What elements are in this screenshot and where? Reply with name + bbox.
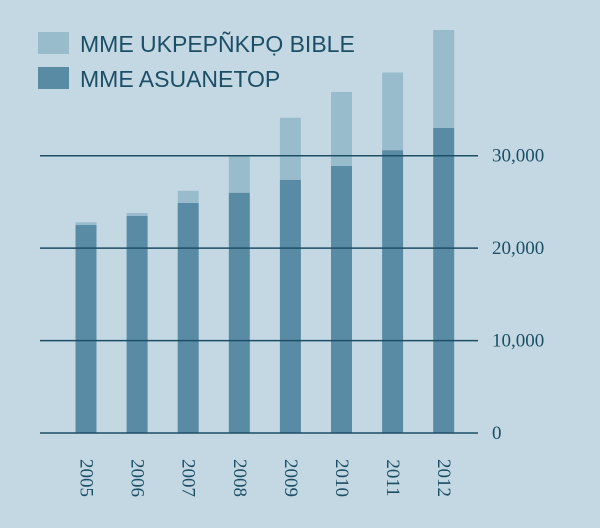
bar-2005-series-0 (75, 225, 97, 433)
bar-2012-series-0 (433, 127, 455, 433)
legend-swatch-1 (38, 67, 69, 89)
bar-2011-series-0 (382, 150, 404, 433)
x-tick-label-2006: 2006 (127, 459, 148, 497)
bar-2007-series-0 (177, 202, 199, 433)
x-tick-label-2008: 2008 (229, 459, 250, 497)
y-axis-tick-labels: 0 10,000 20,000 30,000 (492, 146, 544, 444)
legend: MME UKPEPÑKPỌ BIBLE MME ASUANETOP (38, 31, 355, 92)
bar-2009-series-0 (279, 179, 301, 433)
x-tick-label-2007: 2007 (178, 459, 199, 497)
bar-2007-series-1 (177, 190, 199, 203)
y-tick-label-0: 0 (492, 423, 502, 444)
bar-2008-series-0 (228, 192, 250, 433)
bar-2010-series-1 (331, 91, 352, 166)
y-tick-label-30000: 30,000 (492, 146, 544, 167)
x-axis-tick-labels: 2005 2006 2007 2008 2009 2010 2011 2012 (76, 459, 455, 497)
y-tick-label-20000: 20,000 (492, 238, 544, 259)
x-tick-label-2011: 2011 (382, 459, 403, 496)
bar-2008-series-1 (228, 155, 250, 193)
bar-2006-series-0 (126, 215, 148, 433)
gridlines (40, 154, 478, 434)
legend-label-0: MME UKPEPÑKPỌ BIBLE (80, 31, 355, 57)
bar-2005-series-1 (75, 222, 97, 226)
legend-swatch-0 (38, 32, 69, 54)
bar-2011-series-1 (382, 72, 404, 151)
legend-label-1: MME ASUANETOP (80, 66, 280, 92)
x-tick-label-2010: 2010 (331, 459, 352, 497)
bar-2006-series-1 (126, 213, 148, 216)
bars-layer (75, 30, 455, 433)
x-tick-label-2012: 2012 (433, 459, 454, 497)
x-tick-label-2005: 2005 (76, 459, 97, 497)
bar-2009-series-1 (279, 117, 301, 180)
x-tick-label-2009: 2009 (280, 459, 301, 497)
bar-2012-series-1 (433, 30, 455, 128)
y-tick-label-10000: 10,000 (492, 331, 544, 352)
bar-2010-series-0 (331, 165, 352, 433)
